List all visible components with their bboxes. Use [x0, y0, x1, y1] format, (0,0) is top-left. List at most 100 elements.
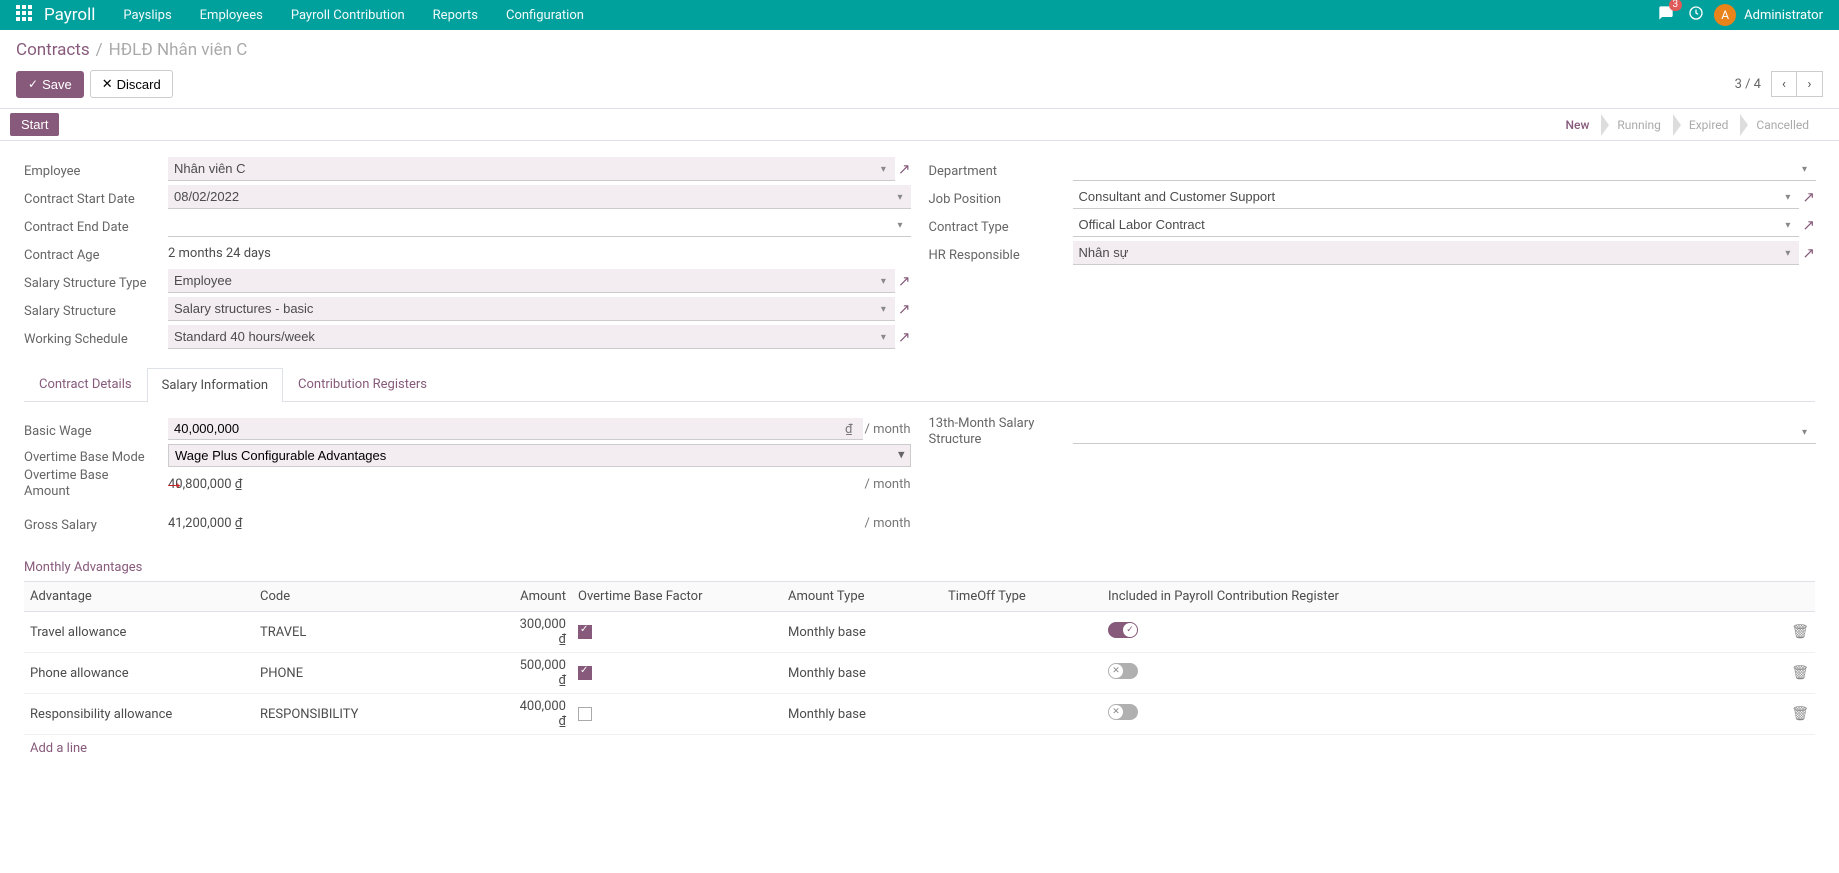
toggle[interactable]: ✕ [1108, 704, 1138, 720]
cell-included[interactable]: ✕ [1102, 653, 1785, 694]
status-new[interactable]: New [1552, 114, 1604, 136]
external-link-icon[interactable]: ↗ [1802, 244, 1815, 262]
ot-amount-label: Overtime BaseAmount [24, 468, 168, 500]
brand-title[interactable]: Payroll [44, 5, 95, 25]
cell-timeoff[interactable] [942, 694, 1102, 735]
checkbox[interactable] [578, 707, 592, 721]
nav-configuration[interactable]: Configuration [506, 8, 584, 23]
gross-value: 41,200,000 ₫ [168, 512, 861, 535]
position-label: Job Position [929, 188, 1073, 207]
nav-reports[interactable]: Reports [433, 8, 478, 23]
start-button[interactable]: Start [10, 113, 59, 136]
struct-type-field[interactable] [168, 269, 895, 293]
status-running[interactable]: Running [1603, 114, 1675, 136]
breadcrumb-contracts[interactable]: Contracts [16, 40, 90, 60]
checkbox[interactable] [578, 666, 592, 680]
salary-right: 13th-Month Salary Structure ▾ [911, 416, 1816, 536]
toggle[interactable]: ✓ [1108, 622, 1138, 638]
employee-field[interactable] [168, 157, 895, 181]
messages-icon[interactable]: 3 [1658, 5, 1674, 25]
pager-prev[interactable]: ‹ [1771, 71, 1797, 97]
toggle[interactable]: ✕ [1108, 663, 1138, 679]
checkbox[interactable] [578, 625, 592, 639]
cell-amount[interactable]: 400,000 ₫ [504, 694, 572, 735]
cell-amount-type[interactable]: Monthly base [782, 694, 942, 735]
tab-contract-details[interactable]: Contract Details [24, 367, 147, 401]
trash-icon[interactable]: 🗑 [1791, 624, 1809, 640]
tab-contribution[interactable]: Contribution Registers [283, 367, 442, 401]
nav-contribution[interactable]: Payroll Contribution [291, 8, 405, 23]
external-link-icon[interactable]: ↗ [898, 328, 911, 346]
discard-button-label: Discard [117, 77, 161, 92]
dept-field[interactable] [1073, 157, 1816, 181]
cell-code[interactable]: RESPONSIBILITY [254, 694, 504, 735]
cell-included[interactable]: ✕ [1102, 694, 1785, 735]
nav-payslips[interactable]: Payslips [123, 8, 171, 23]
hr-field[interactable] [1073, 241, 1800, 265]
contract-type-field[interactable] [1073, 213, 1800, 237]
cell-code[interactable]: TRAVEL [254, 612, 504, 653]
external-link-icon[interactable]: ↗ [898, 160, 911, 178]
activity-icon[interactable] [1688, 5, 1704, 25]
status-expired[interactable]: Expired [1675, 114, 1743, 136]
position-field[interactable] [1073, 185, 1800, 209]
ot-mode-select[interactable]: Wage Plus Configurable Advantages [168, 444, 911, 467]
trash-icon[interactable]: 🗑 [1791, 706, 1809, 722]
col-actions [1785, 582, 1815, 612]
top-nav: Payroll Payslips Employees Payroll Contr… [0, 0, 1839, 30]
cell-code[interactable]: PHONE [254, 653, 504, 694]
save-button[interactable]: ✓Save [16, 71, 84, 98]
save-button-label: Save [42, 77, 72, 92]
trash-icon[interactable]: 🗑 [1791, 665, 1809, 681]
basic-wage-field[interactable] [168, 418, 863, 440]
nav-employees[interactable]: Employees [200, 8, 263, 23]
struct-label: Salary Structure [24, 300, 168, 319]
status-steps: New Running Expired Cancelled [1552, 114, 1824, 136]
avatar[interactable]: A [1714, 4, 1736, 26]
cell-included[interactable]: ✓ [1102, 612, 1785, 653]
external-link-icon[interactable]: ↗ [898, 300, 911, 318]
tab-salary-info[interactable]: Salary Information [147, 368, 283, 402]
cell-advantage[interactable]: Travel allowance [24, 612, 254, 653]
cell-amount-type[interactable]: Monthly base [782, 612, 942, 653]
cell-advantage[interactable]: Responsibility allowance [24, 694, 254, 735]
add-line-link[interactable]: Add a line [24, 735, 1815, 762]
username[interactable]: Administrator [1744, 8, 1823, 23]
pager-text: 3 / 4 [1735, 77, 1761, 92]
advantages-title: Monthly Advantages [24, 560, 1815, 575]
cell-amount[interactable]: 500,000 ₫ [504, 653, 572, 694]
ot-mode-label: Overtime Base Mode [24, 446, 168, 465]
col-included: Included in Payroll Contribution Registe… [1102, 582, 1785, 612]
employee-label: Employee [24, 160, 168, 179]
status-cancelled[interactable]: Cancelled [1742, 114, 1823, 136]
col-amount-type: Amount Type [782, 582, 942, 612]
schedule-field[interactable] [168, 325, 895, 349]
table-row: Travel allowanceTRAVEL300,000 ₫ Monthly b… [24, 612, 1815, 653]
cell-ot-factor[interactable] [572, 694, 782, 735]
thirteenth-field[interactable] [1073, 420, 1816, 444]
apps-icon[interactable] [16, 5, 32, 25]
tab-body: → → Basic Wage ₫/ month Overtime Base Mo… [24, 402, 1815, 776]
cell-ot-factor[interactable] [572, 612, 782, 653]
cell-amount-type[interactable]: Monthly base [782, 653, 942, 694]
dept-label: Department [929, 160, 1073, 179]
cell-advantage[interactable]: Phone allowance [24, 653, 254, 694]
cell-amount[interactable]: 300,000 ₫ [504, 612, 572, 653]
struct-field[interactable] [168, 297, 895, 321]
breadcrumb: Contracts / HĐLĐ Nhân viên C [0, 30, 1839, 64]
cell-timeoff[interactable] [942, 612, 1102, 653]
start-date-field[interactable] [168, 185, 911, 209]
external-link-icon[interactable]: ↗ [898, 272, 911, 290]
cell-timeoff[interactable] [942, 653, 1102, 694]
discard-button[interactable]: ✕Discard [90, 70, 173, 98]
pager-next[interactable]: › [1797, 71, 1823, 97]
external-link-icon[interactable]: ↗ [1802, 216, 1815, 234]
cell-ot-factor[interactable] [572, 653, 782, 694]
col-code: Code [254, 582, 504, 612]
per-month-label: / month [865, 516, 911, 531]
end-date-label: Contract End Date [24, 216, 168, 235]
external-link-icon[interactable]: ↗ [1802, 188, 1815, 206]
end-date-field[interactable] [168, 213, 911, 237]
schedule-label: Working Schedule [24, 328, 168, 347]
hr-label: HR Responsible [929, 244, 1073, 263]
